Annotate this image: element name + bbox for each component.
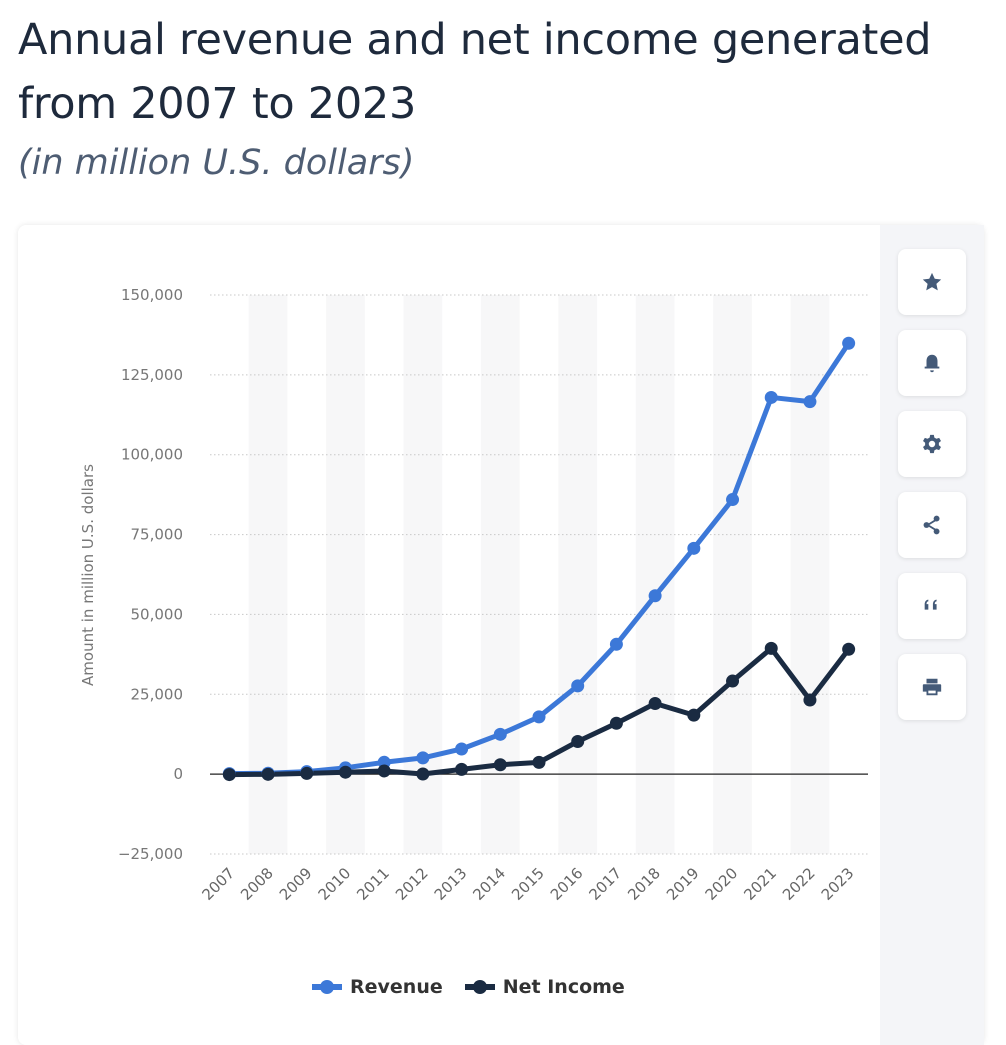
data-point-net-income: [377, 764, 391, 778]
legend-item-revenue[interactable]: Revenue: [312, 976, 443, 998]
x-tick-label: 2021: [740, 864, 780, 904]
data-point-net-income: [726, 674, 740, 688]
x-tick-label: 2019: [663, 864, 703, 904]
column-band: [713, 295, 752, 854]
x-tick-label: 2017: [586, 864, 626, 904]
y-tick-label: 50,000: [131, 605, 184, 623]
x-tick-label: 2012: [392, 864, 432, 904]
star-icon: [922, 272, 942, 291]
x-tick-label: 2009: [276, 864, 316, 904]
gear-icon: [923, 434, 941, 454]
y-axis-label: Amount in million U.S. dollars: [79, 464, 97, 686]
data-point-net-income: [338, 765, 352, 779]
y-tick-label: 125,000: [121, 366, 183, 384]
x-tick-label: 2015: [508, 864, 548, 904]
column-band: [558, 295, 598, 854]
data-point-revenue: [455, 742, 469, 756]
column-band: [635, 295, 675, 854]
legend-item-net-income[interactable]: Net Income: [464, 976, 625, 998]
bell-icon: [924, 354, 940, 373]
legend-label-revenue: Revenue: [350, 976, 443, 998]
data-point-revenue: [764, 390, 778, 404]
quote-icon: [924, 599, 937, 610]
series-line-revenue: [226, 340, 852, 777]
data-point-net-income: [648, 697, 662, 711]
x-tick-label: 2022: [779, 864, 819, 904]
x-tick-label: 2023: [818, 864, 858, 904]
data-point-net-income: [609, 716, 623, 730]
data-point-net-income: [493, 758, 507, 772]
y-tick-label: 0: [173, 765, 183, 783]
line-chart: −25,000 0 25,000 50,000 75,000 100,000 125,000…: [79, 286, 868, 904]
data-point-net-income: [261, 767, 275, 781]
y-tick-label: 75,000: [131, 526, 184, 544]
data-point-net-income: [687, 708, 701, 722]
column-band: [248, 295, 288, 854]
legend-label-net-income: Net Income: [502, 976, 625, 998]
data-point-net-income: [300, 766, 314, 780]
share-icon: [923, 515, 940, 535]
chart-title: Annual revenue and net income generated …: [18, 15, 932, 129]
x-tick-label: 2011: [353, 864, 393, 904]
y-tick-label: 25,000: [131, 685, 184, 703]
y-tick-label: 100,000: [121, 446, 183, 464]
favorite-button[interactable]: [898, 249, 966, 315]
x-tick-label: 2016: [547, 864, 587, 904]
data-point-revenue: [648, 589, 662, 603]
x-tick-label: 2014: [469, 864, 509, 904]
data-point-revenue: [803, 395, 817, 409]
notification-button[interactable]: [898, 330, 966, 396]
y-tick-label: 150,000: [121, 286, 183, 304]
printer-icon: [922, 678, 942, 696]
data-point-net-income: [764, 641, 778, 655]
data-point-net-income: [571, 735, 585, 749]
data-point-net-income: [803, 693, 817, 707]
x-tick-label: 2008: [237, 864, 277, 904]
legend: Revenue Net Income: [312, 976, 625, 998]
x-tick-label: 2018: [624, 864, 664, 904]
x-tick-label: 2007: [198, 864, 238, 904]
data-point-net-income: [416, 767, 430, 781]
y-tick-label: −25,000: [118, 845, 183, 863]
settings-button[interactable]: [898, 411, 966, 477]
data-point-revenue: [842, 336, 856, 350]
share-button[interactable]: [898, 492, 966, 558]
data-point-revenue: [609, 637, 623, 651]
data-point-net-income: [222, 768, 236, 782]
data-point-net-income: [455, 762, 469, 776]
legend-swatch-revenue: [312, 980, 342, 994]
chart-subtitle: (in million U.S. dollars): [18, 143, 415, 183]
x-tick-label: 2020: [702, 864, 742, 904]
cite-button[interactable]: [898, 573, 966, 639]
data-point-revenue: [687, 541, 701, 555]
print-button[interactable]: [898, 654, 966, 720]
data-point-revenue: [571, 679, 585, 693]
legend-swatch-net-income: [464, 980, 495, 994]
column-band: [790, 295, 830, 854]
data-point-revenue: [532, 710, 546, 724]
data-point-net-income: [532, 755, 546, 769]
x-tick-label: 2013: [431, 864, 471, 904]
column-band: [326, 295, 365, 854]
data-point-revenue: [493, 727, 507, 741]
x-tick-label: 2010: [315, 864, 355, 904]
data-point-revenue: [416, 751, 430, 765]
data-point-net-income: [842, 642, 856, 656]
data-point-revenue: [726, 493, 740, 507]
